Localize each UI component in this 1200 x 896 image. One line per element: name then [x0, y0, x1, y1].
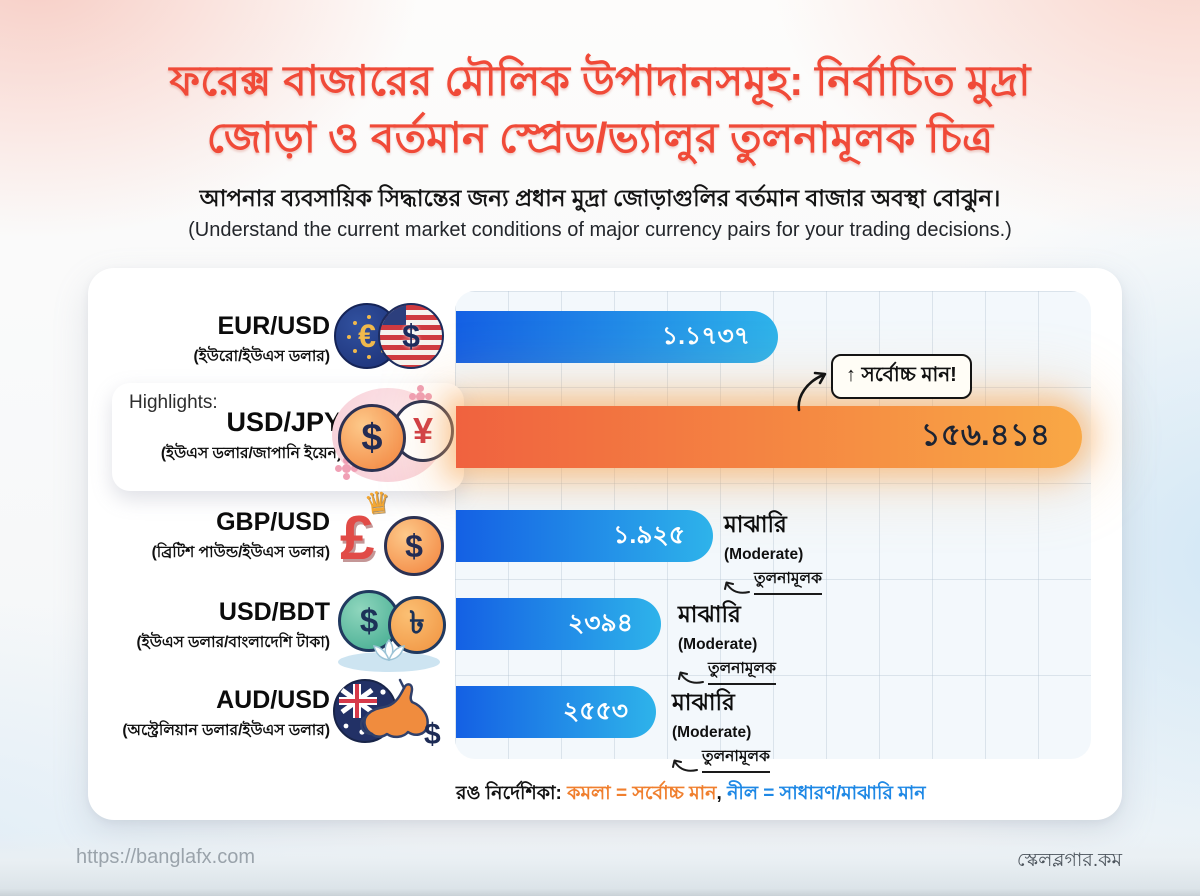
- pair-subtitle: (ইউএস ডলার/জাপানি ইয়েন): [160, 445, 342, 462]
- yen-glyph: ¥: [412, 410, 434, 451]
- footer-bar: https://banglafx.com স্কেলব্লগার.কম: [0, 832, 1200, 896]
- eur-usd-flags-icon: € $: [334, 300, 446, 372]
- annotation-note: তুলনামূলক: [754, 566, 822, 595]
- page-title: ফরেক্স বাজারের মৌলিক উপাদানসমূহ: নির্বাচ…: [0, 52, 1200, 166]
- bar-eur-usd: ১.১৭৩৭: [456, 311, 778, 363]
- annotation-label: মাঝারি: [672, 689, 735, 715]
- legend-prefix: রঙ নির্দেশিকা:: [456, 783, 568, 804]
- pair-name: USD/BDT: [218, 598, 330, 626]
- bar-value: ১৫৬.৪১৪: [920, 417, 1050, 452]
- dollar-glyph: $: [402, 317, 420, 354]
- page-title-line2: জোড়া ও বর্তমান স্প্রেড/ভ্যালুর তুলনামূল…: [206, 114, 994, 161]
- aud-usd-flag-kangaroo-icon: $: [332, 676, 454, 760]
- euro-glyph: €: [358, 317, 376, 354]
- dollar-glyph: $: [361, 416, 383, 459]
- cherry-blossom-icon: [342, 464, 351, 473]
- bar-aud-usd: ২৫৫৩: [456, 686, 656, 738]
- kangaroo-icon: [360, 678, 429, 739]
- note-curve-arrow-icon: [724, 581, 750, 594]
- cherry-blossom-icon: [416, 392, 425, 401]
- dollar-glyph: $: [424, 718, 441, 751]
- footer-brand: স্কেলব্লগার.কম: [1016, 850, 1122, 871]
- euro-stars-icon: [367, 315, 371, 319]
- pair-name: USD/JPY: [226, 407, 342, 437]
- dollar-glyph: $: [405, 527, 423, 564]
- subtitle-bengali: আপনার ব্যবসায়িক সিদ্ধান্তের জন্য প্রধান…: [199, 185, 1001, 211]
- usd-bdt-coins-icon: $ ৳: [334, 588, 446, 672]
- bar-value: ২৩৯৪: [568, 608, 633, 637]
- taka-coin-icon: ৳: [388, 596, 446, 654]
- dollar-coin-icon: $: [338, 404, 406, 472]
- annotation-label-en: (Moderate): [724, 546, 804, 563]
- subtitle-english: (Understand the current market condition…: [188, 219, 1012, 241]
- pair-name: GBP/USD: [216, 508, 330, 536]
- us-flag-coin-icon: $: [378, 303, 444, 369]
- annotation-usd-bdt: মাঝারি (Moderate) তুলনামূলক: [678, 596, 776, 685]
- dollar-glyph: $: [359, 602, 379, 639]
- legend-blue-text: নীল = সাধারণ/মাঝারি মান: [727, 783, 926, 804]
- pair-subtitle: (ব্রিটিশ পাউন্ড/ইউএস ডলার): [151, 544, 330, 561]
- row-label-usd-jpy: USD/JPY (ইউএস ডলার/জাপানি ইয়েন): [126, 407, 342, 467]
- water-icon: [338, 652, 440, 672]
- legend-separator: ,: [716, 783, 728, 804]
- page-title-line1: ফরেক্স বাজারের মৌলিক উপাদানসমূহ: নির্বাচ…: [169, 57, 1031, 104]
- pair-name: AUD/USD: [216, 686, 330, 714]
- annotation-gbp-usd: মাঝারি (Moderate) তুলনামূলক: [724, 506, 822, 595]
- highlights-label: Highlights:: [129, 392, 218, 413]
- annotation-label: মাঝারি: [724, 511, 787, 537]
- note-curve-arrow-icon: [678, 671, 704, 684]
- bar-gbp-usd: ১.৯২৫: [456, 510, 713, 562]
- bar-value: ২৫৫৩: [563, 696, 628, 725]
- gbp-usd-coins-icon: ♛ £ $: [338, 486, 448, 578]
- row-label-usd-bdt: USD/BDT (ইউএস ডলার/বাংলাদেশি টাকা): [110, 598, 330, 656]
- pair-subtitle: (ইউরো/ইউএস ডলার): [193, 348, 330, 365]
- usd-jpy-coins-icon: ¥ $: [328, 386, 454, 486]
- bar-usd-jpy: ১৫৬.৪১৪: [456, 406, 1082, 468]
- annotation-label-en: (Moderate): [678, 636, 758, 653]
- color-legend: রঙ নির্দেশিকা: কমলা = সর্বোচ্চ মান, নীল …: [456, 779, 926, 811]
- pair-name: EUR/USD: [217, 312, 330, 340]
- callout-curve-arrow-icon: [797, 371, 827, 412]
- annotation-label-en: (Moderate): [672, 724, 752, 741]
- bar-value: ১.৯২৫: [613, 520, 685, 549]
- annotation-aud-usd: মাঝারি (Moderate) তুলনামূলক: [672, 684, 770, 773]
- annotation-note: তুলনামূলক: [708, 656, 776, 685]
- highest-value-callout: ↑ সর্বোচ্চ মান!: [831, 354, 972, 399]
- annotation-label: মাঝারি: [678, 601, 741, 627]
- bar-value: ১.১৭৩৭: [661, 321, 750, 350]
- footer-url[interactable]: https://banglafx.com: [76, 846, 255, 868]
- row-label-eur-usd: EUR/USD (ইউরো/ইউএস ডলার): [110, 312, 330, 370]
- lotus-icon: [373, 638, 405, 662]
- pair-subtitle: (অস্ট্রেলিয়ান ডলার/ইউএস ডলার): [122, 722, 330, 739]
- legend-orange-text: কমলা = সর্বোচ্চ মান: [567, 783, 717, 804]
- dollar-coin-icon: $: [384, 516, 444, 576]
- pound-glyph: £: [340, 504, 375, 573]
- pair-subtitle: (ইউএস ডলার/বাংলাদেশি টাকা): [136, 634, 330, 651]
- row-label-gbp-usd: GBP/USD (ব্রিটিশ পাউন্ড/ইউএস ডলার): [110, 508, 330, 566]
- bar-usd-bdt: ২৩৯৪: [456, 598, 661, 650]
- annotation-note: তুলনামূলক: [702, 744, 770, 773]
- taka-glyph: ৳: [409, 605, 425, 640]
- row-label-aud-usd: AUD/USD (অস্ট্রেলিয়ান ডলার/ইউএস ডলার): [110, 686, 330, 744]
- us-flag-canton: [380, 305, 406, 325]
- note-curve-arrow-icon: [672, 759, 698, 772]
